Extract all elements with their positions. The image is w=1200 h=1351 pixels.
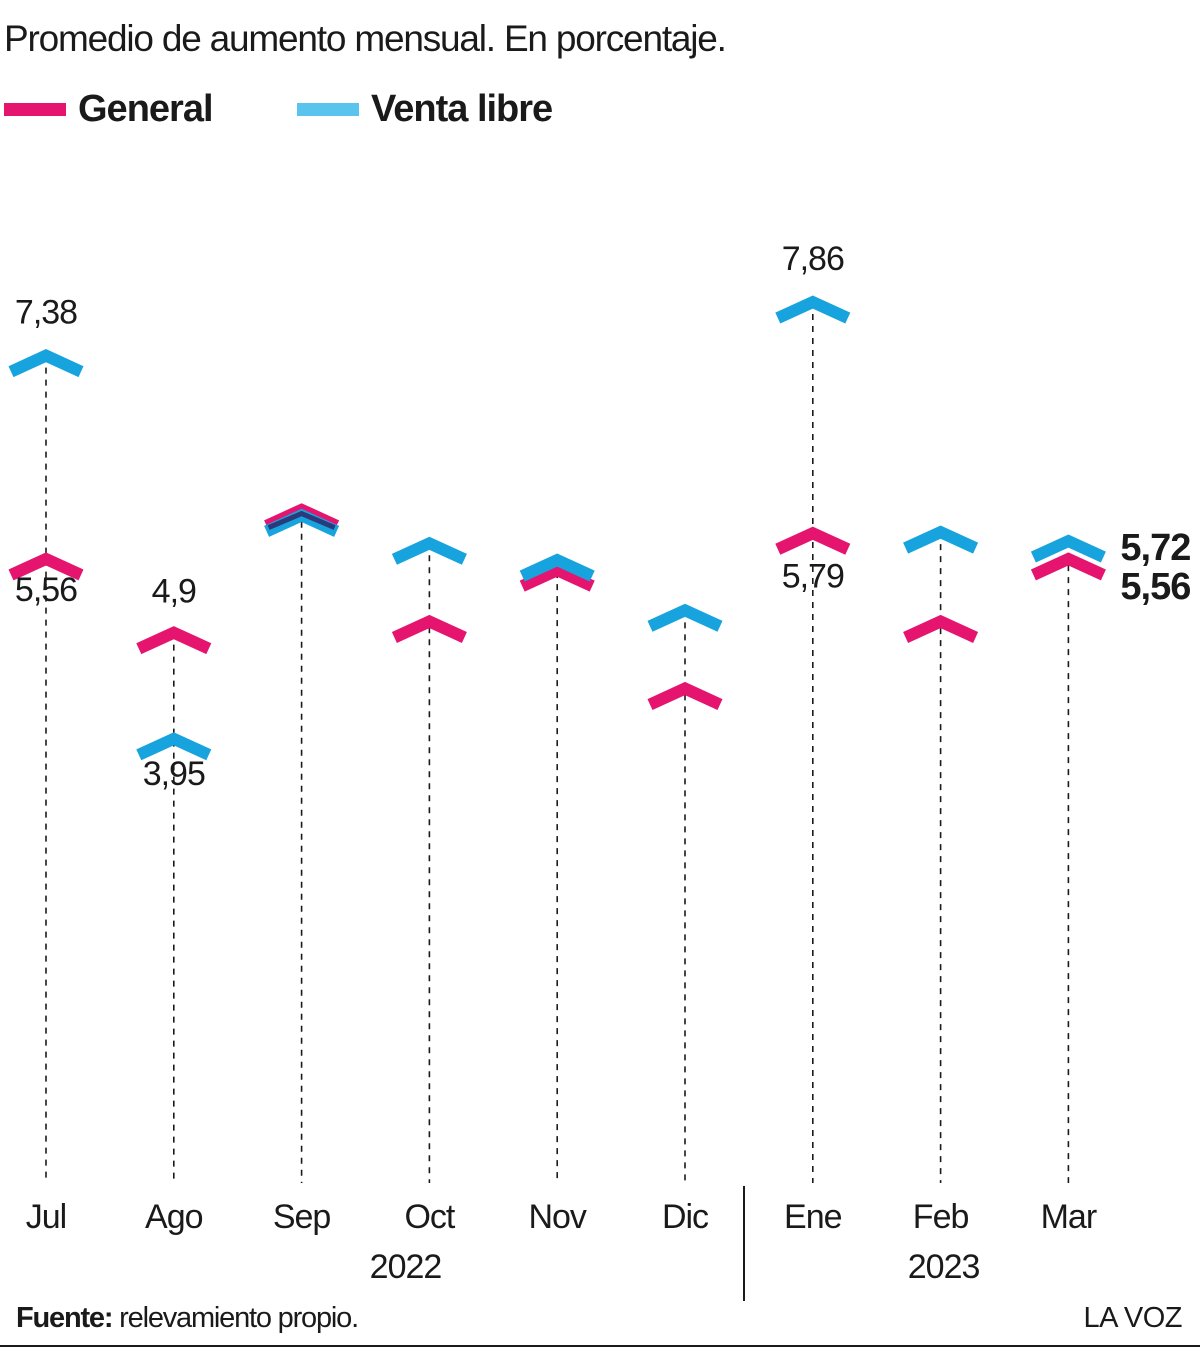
legend-swatch-general: [4, 103, 66, 116]
legend-label-general: General: [78, 88, 214, 130]
venta-libre-marker-feb: [903, 525, 979, 554]
general-marker-ago: [136, 626, 212, 655]
source-text: relevamiento propio.: [112, 1302, 359, 1334]
general-marker-mar: [1030, 552, 1106, 581]
venta-libre-marker-jul: [8, 349, 84, 378]
tick-label-jul: Jul: [26, 1198, 66, 1236]
venta-libre-marker-ago: [136, 732, 212, 761]
legend-item-venta-libre: Venta libre: [297, 88, 553, 131]
general-marker-jul: [8, 552, 84, 581]
data-label-venta-libre-ago: 3,95: [143, 755, 205, 793]
tick-label-nov: Nov: [528, 1198, 586, 1236]
data-label-venta-libre-mar: 5,72: [1120, 527, 1190, 569]
general-marker-dic: [647, 681, 723, 710]
general-marker-ene: [775, 526, 851, 555]
venta-libre-marker-nov: [519, 553, 595, 582]
data-label-general-jul: 5,56: [15, 571, 77, 609]
tick-label-mar: Mar: [1041, 1198, 1097, 1236]
general-marker-nov: [519, 563, 595, 592]
year-label-2022: 2022: [370, 1248, 442, 1286]
tick-label-ago: Ago: [145, 1198, 203, 1236]
legend-label-venta-libre: Venta libre: [371, 88, 553, 130]
legend-item-general: General: [4, 88, 214, 131]
venta-libre-marker-mar: [1030, 534, 1106, 563]
year-label-2023: 2023: [908, 1248, 980, 1286]
data-label-general-mar: 5,56: [1120, 566, 1190, 608]
tick-label-ene: Ene: [784, 1198, 842, 1236]
venta-libre-marker-ene: [775, 295, 851, 324]
bottom-rule: [0, 1345, 1200, 1347]
source-label: Fuente:: [16, 1302, 114, 1334]
general-marker-oct: [391, 614, 467, 643]
source-note: Fuente: relevamiento propio.: [16, 1302, 359, 1335]
tick-label-sep: Sep: [273, 1198, 331, 1236]
overlap-marker-sep: [267, 510, 336, 530]
data-label-venta-libre-jul: 7,38: [15, 294, 77, 332]
data-label-general-ago: 4,9: [152, 573, 196, 611]
brand-logo-text: LA VOZ: [1083, 1302, 1182, 1334]
tick-label-feb: Feb: [913, 1198, 969, 1236]
data-label-general-ene: 5,79: [782, 557, 844, 595]
legend-swatch-venta-libre: [297, 103, 359, 116]
tick-label-oct: Oct: [404, 1198, 455, 1236]
data-label-venta-libre-ene: 7,86: [782, 240, 844, 278]
venta-libre-marker-dic: [647, 603, 723, 632]
tick-label-dic: Dic: [662, 1198, 709, 1236]
general-marker-feb: [903, 614, 979, 643]
chart-subtitle: Promedio de aumento mensual. En porcenta…: [4, 18, 727, 59]
venta-libre-marker-oct: [391, 536, 467, 565]
